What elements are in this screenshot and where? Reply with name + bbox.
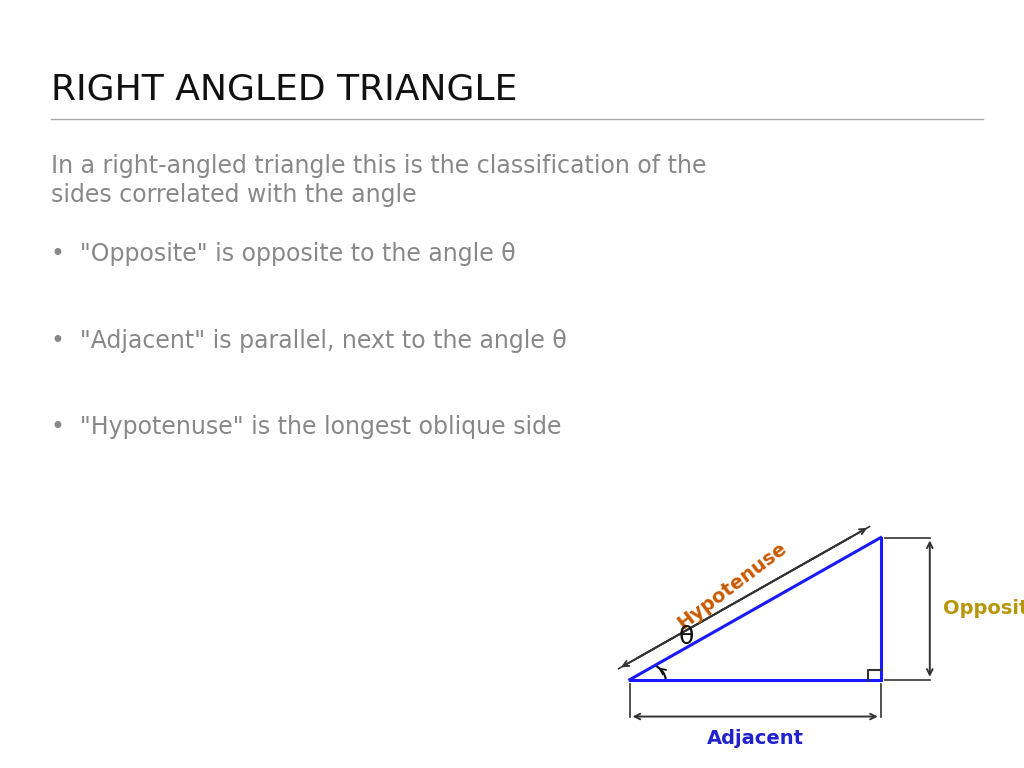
Text: •  "Opposite" is opposite to the angle θ: • "Opposite" is opposite to the angle θ [51,242,516,266]
Text: θ: θ [679,625,694,649]
Text: In a right-angled triangle this is the classification of the: In a right-angled triangle this is the c… [51,154,707,177]
Text: Adjacent: Adjacent [707,729,804,748]
Text: Opposite: Opposite [943,599,1024,618]
Text: •  "Hypotenuse" is the longest oblique side: • "Hypotenuse" is the longest oblique si… [51,415,562,439]
Text: RIGHT ANGLED TRIANGLE: RIGHT ANGLED TRIANGLE [51,73,517,107]
Text: sides correlated with the angle: sides correlated with the angle [51,183,417,207]
Text: Hypotenuse: Hypotenuse [674,538,791,633]
Text: •  "Adjacent" is parallel, next to the angle θ: • "Adjacent" is parallel, next to the an… [51,329,567,353]
